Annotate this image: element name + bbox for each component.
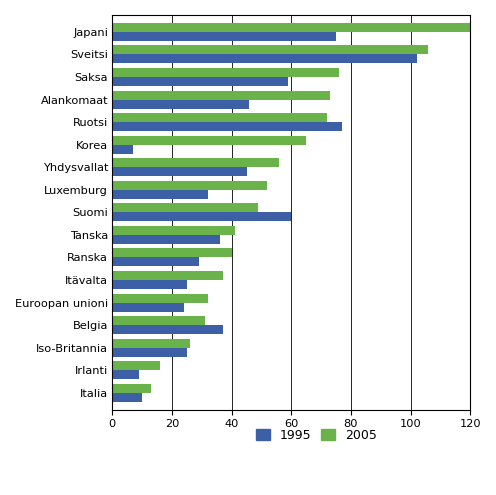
Bar	[112, 339, 190, 347]
Bar	[112, 248, 232, 257]
Bar	[112, 294, 208, 302]
Bar	[112, 257, 199, 266]
Bar	[112, 384, 151, 393]
Bar	[112, 68, 339, 77]
Bar	[112, 145, 133, 154]
Bar	[112, 158, 279, 167]
Bar	[112, 271, 223, 280]
Bar	[112, 347, 187, 357]
Bar	[112, 91, 330, 99]
Bar	[112, 190, 208, 199]
Bar	[112, 302, 184, 311]
Bar	[112, 370, 139, 379]
Bar	[112, 167, 247, 176]
Bar	[112, 226, 235, 235]
Bar	[112, 235, 220, 244]
Bar	[112, 99, 249, 108]
Bar	[112, 316, 205, 325]
Bar	[112, 77, 288, 86]
Bar	[112, 122, 342, 131]
Legend: 1995, 2005: 1995, 2005	[251, 424, 382, 447]
Bar	[112, 54, 417, 63]
Bar	[112, 136, 306, 145]
Bar	[112, 280, 187, 289]
Bar	[112, 23, 470, 32]
Bar	[112, 113, 327, 122]
Bar	[112, 325, 223, 334]
Bar	[112, 212, 291, 221]
Bar	[112, 181, 267, 190]
Bar	[112, 46, 429, 54]
Bar	[112, 393, 142, 402]
Bar	[112, 361, 160, 370]
Bar	[112, 203, 258, 212]
Bar	[112, 32, 336, 41]
